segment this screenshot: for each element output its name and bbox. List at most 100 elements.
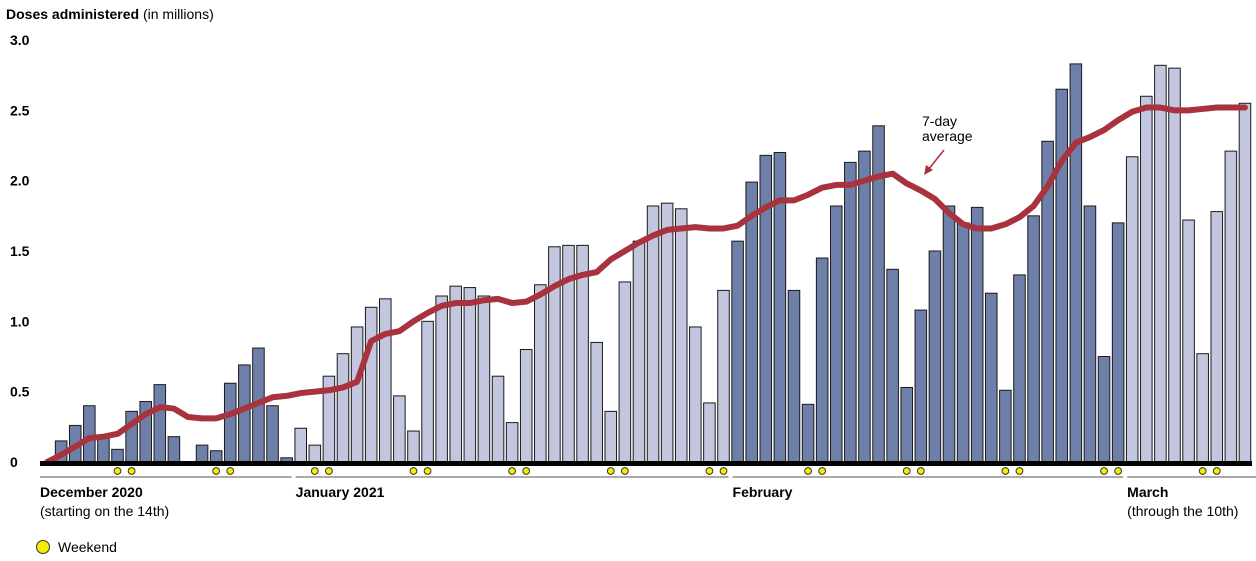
dose-bar [1182,219,1195,463]
dose-bar [238,364,251,463]
dose-bar [491,375,505,463]
dose-bar [1196,353,1209,463]
dose-bar [449,285,463,463]
dose-bar [604,410,618,463]
dose-bar [435,295,448,463]
dose-bar [1027,215,1040,463]
dose-bar [364,306,378,463]
dose-bar [942,205,956,463]
dose-bar [336,353,350,463]
month-label: January 2021 [296,484,385,500]
y-axis-ticks: 0 0.5 1.0 1.5 2.0 2.5 3.0 [10,32,30,470]
dose-bar [195,444,209,463]
dose-bar [379,298,392,463]
weekend-markers [113,467,1221,475]
dose-bar [153,384,167,463]
y-tick-label: 2.5 [10,102,30,118]
dose-bar [590,341,603,463]
dose-bar [815,257,829,463]
dose-bar [223,382,237,463]
y-tick-label: 1.5 [10,243,30,259]
dose-bar [1125,156,1139,463]
dose-bar [956,222,970,463]
dose-bar [407,430,420,463]
weekend-dot [916,467,925,475]
y-tick-label: 0 [10,454,18,470]
dose-bar [985,292,998,463]
dose-bar [844,161,857,463]
weekend-legend-label: Weekend [58,539,117,555]
y-tick-label: 1.0 [10,313,30,329]
dose-bar [1168,67,1181,463]
weekend-dot [804,467,812,475]
weekend-dot [423,467,432,475]
weekend-dot [1198,467,1207,475]
weekend-dot [522,467,531,475]
chart-title-unit: (in millions) [142,6,214,22]
weekend-dot [212,467,221,475]
annotation-text: average [922,128,973,144]
dose-bar [1224,150,1238,463]
x-axis-line [40,461,1252,466]
seven-day-average [44,104,1248,465]
dose-bar [703,402,716,463]
dose-bar [393,395,406,463]
dose-bar [548,246,561,463]
month-labels: December 2020 (starting on the 14th) Janua… [40,476,1256,519]
weekend-dot [719,467,728,475]
dose-bar [787,289,801,463]
dose-bar [801,403,815,463]
weekend-dot [1100,467,1108,475]
dose-bar [660,202,674,463]
dose-bar [111,448,124,463]
y-tick-label: 0.5 [10,384,30,400]
dose-bar [632,240,646,463]
dose-bar [900,386,914,463]
month-label: March [1127,484,1168,500]
month-sublabel: (starting on the 14th) [40,503,169,519]
dose-bar [294,427,308,463]
dose-bar [1083,205,1097,463]
dose-bar [350,326,364,463]
dose-bar [421,320,434,463]
dose-bar [1111,222,1125,463]
dose-bar [1140,95,1153,463]
annotation-text: 7-day [922,113,957,129]
weekend-dot [1114,467,1123,475]
weekend-dot [310,467,319,475]
dose-bar [646,205,660,463]
dose-bar [1210,211,1224,463]
weekend-dot [508,467,517,475]
weekend-dot [113,467,122,475]
dose-bar [534,284,547,463]
weekend-dot [606,467,615,475]
month-sublabel: (through the 10th) [1127,503,1238,519]
weekend-dot [127,467,136,475]
weekend-dot [1015,467,1024,475]
dose-bar [463,287,477,463]
dose-bar [731,240,744,463]
legend: Weekend [36,539,117,555]
month-label: February [733,484,793,500]
annotation-arrowhead [924,165,933,175]
weekend-dot [818,467,827,475]
chart-title-main: Doses administered [6,6,140,22]
weekend-dot [325,467,333,475]
dose-bar [209,450,223,463]
weekend-dot [409,467,418,475]
daily-dose-bars [54,63,1252,463]
dose-bar [829,205,843,463]
dose-bar [745,181,758,463]
y-tick-label: 2.0 [10,173,30,189]
weekend-dot [902,467,911,475]
dose-bar [886,268,899,463]
dose-bar [308,444,322,463]
dose-bar [167,436,181,463]
dose-bar [1154,64,1167,463]
weekend-dot [226,467,235,475]
weekend-dot [1212,467,1221,475]
dose-bar [970,206,984,463]
annotation-arrow [927,149,945,171]
dose-bar [1013,274,1026,463]
dose-bar [83,405,96,463]
